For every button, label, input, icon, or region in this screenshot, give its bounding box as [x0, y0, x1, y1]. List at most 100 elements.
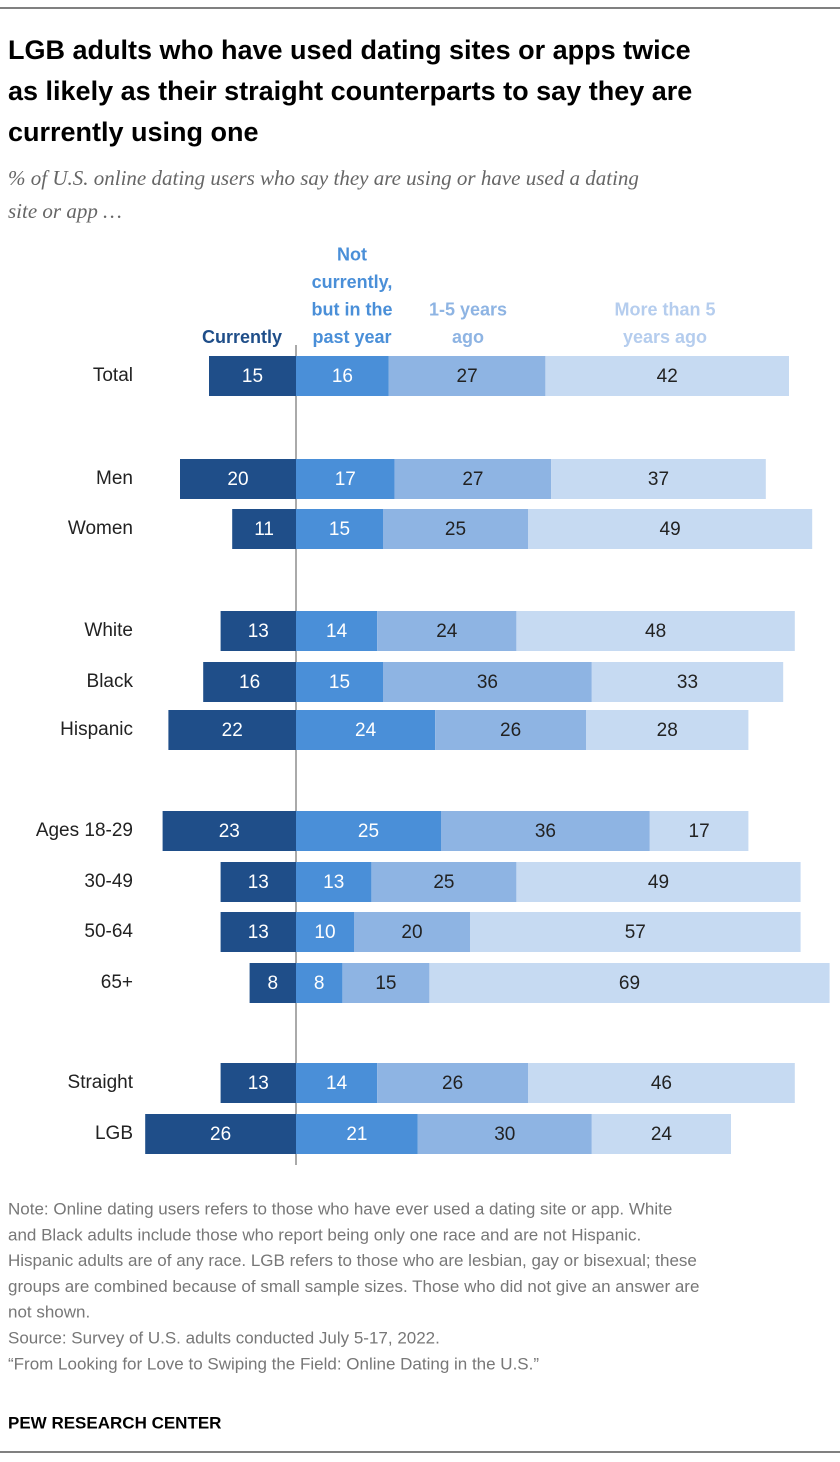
bar-segment	[168, 710, 296, 750]
value-label: 17	[335, 469, 356, 490]
bar-segment	[296, 509, 383, 549]
value-label: 17	[689, 821, 710, 842]
value-label: 28	[657, 720, 678, 741]
bar-segment	[591, 662, 784, 702]
value-label: 57	[625, 922, 646, 943]
bar-segment	[232, 509, 296, 549]
note-line: Hispanic adults are of any race. LGB ref…	[8, 1251, 697, 1270]
value-label: 27	[457, 366, 478, 387]
value-label: 13	[248, 1073, 269, 1094]
value-label: 23	[219, 821, 240, 842]
value-label: 69	[619, 973, 640, 994]
bar-segment	[296, 356, 389, 396]
value-label: 16	[239, 672, 260, 693]
value-label: 46	[651, 1073, 672, 1094]
bar-segment	[441, 811, 650, 851]
value-label: 15	[242, 366, 263, 387]
note-line: and Black adults include those who repor…	[8, 1225, 641, 1244]
bar-segment	[516, 862, 801, 902]
bar-segment	[551, 459, 766, 499]
bar-segment	[296, 862, 372, 902]
bar-segment	[354, 912, 470, 952]
bar-segment	[296, 611, 378, 651]
category-label: Black	[87, 671, 134, 692]
bar-segment	[220, 611, 296, 651]
category-label: 50-64	[84, 921, 133, 942]
bar-segment	[383, 509, 528, 549]
value-label: 42	[657, 366, 678, 387]
bar-segment	[296, 963, 343, 1003]
value-label: 26	[442, 1073, 463, 1094]
bar-segment	[591, 1114, 731, 1154]
bar-segment	[249, 963, 296, 1003]
value-label: 49	[660, 519, 681, 540]
bar-segment	[296, 710, 436, 750]
bar-segment	[371, 862, 517, 902]
category-label: Total	[93, 365, 133, 386]
value-label: 25	[358, 821, 379, 842]
value-label: 15	[375, 973, 396, 994]
bar-segment	[162, 811, 296, 851]
value-label: 16	[332, 366, 353, 387]
category-label: Straight	[68, 1072, 134, 1093]
bar-segment	[180, 459, 296, 499]
value-label: 13	[248, 922, 269, 943]
value-label: 15	[329, 519, 350, 540]
bar-segment	[296, 912, 354, 952]
value-label: 26	[210, 1124, 231, 1145]
value-label: 24	[436, 621, 458, 642]
bar-segment	[220, 1063, 296, 1103]
legend-label: More than 5 years ago	[614, 299, 715, 347]
chart-subtitle: site or app …	[8, 199, 122, 223]
bar-segment	[209, 356, 296, 396]
bar-segment	[470, 912, 801, 952]
note-line: Note: Online dating users refers to thos…	[8, 1199, 672, 1218]
value-label: 25	[433, 872, 454, 893]
category-label: White	[84, 620, 133, 641]
bar-segment	[388, 356, 546, 396]
category-label: 65+	[101, 972, 133, 993]
value-label: 26	[500, 720, 521, 741]
value-label: 30	[494, 1124, 515, 1145]
value-label: 33	[677, 672, 698, 693]
value-label: 48	[645, 621, 666, 642]
chart-title: as likely as their straight counterparts…	[8, 76, 692, 106]
chart-subtitle: % of U.S. online dating users who say th…	[8, 166, 639, 190]
bar-segment	[394, 459, 552, 499]
value-label: 21	[346, 1124, 367, 1145]
bar-segment	[296, 1063, 378, 1103]
bar-segment	[516, 611, 795, 651]
bar-segment	[203, 662, 296, 702]
value-label: 36	[477, 672, 498, 693]
category-label: Ages 18-29	[36, 820, 133, 841]
bar-segment	[435, 710, 586, 750]
source-org: PEW RESEARCH CENTER	[8, 1413, 221, 1432]
note-line: groups are combined because of small sam…	[8, 1277, 699, 1296]
value-label: 8	[268, 973, 279, 994]
value-label: 13	[248, 621, 269, 642]
value-label: 25	[445, 519, 466, 540]
bar-segment	[649, 811, 749, 851]
value-label: 10	[314, 922, 335, 943]
legend-label: Currently	[202, 327, 282, 347]
value-label: 20	[227, 469, 248, 490]
value-label: 14	[326, 1073, 348, 1094]
value-label: 14	[326, 621, 348, 642]
bar-segment	[545, 356, 789, 396]
bar-segment	[296, 459, 395, 499]
bar-segment	[220, 862, 296, 902]
bar-segment	[342, 963, 430, 1003]
chart-title: currently using one	[8, 117, 259, 147]
value-label: 15	[329, 672, 350, 693]
category-label: LGB	[95, 1123, 133, 1144]
bar-segment	[383, 662, 592, 702]
bar-segment	[429, 963, 830, 1003]
value-label: 24	[355, 720, 377, 741]
value-label: 11	[254, 519, 274, 540]
note-line: Source: Survey of U.S. adults conducted …	[8, 1328, 440, 1347]
legend-label: 1-5 years ago	[429, 299, 507, 347]
category-label: Women	[68, 518, 133, 539]
value-label: 49	[648, 872, 669, 893]
value-label: 22	[222, 720, 243, 741]
